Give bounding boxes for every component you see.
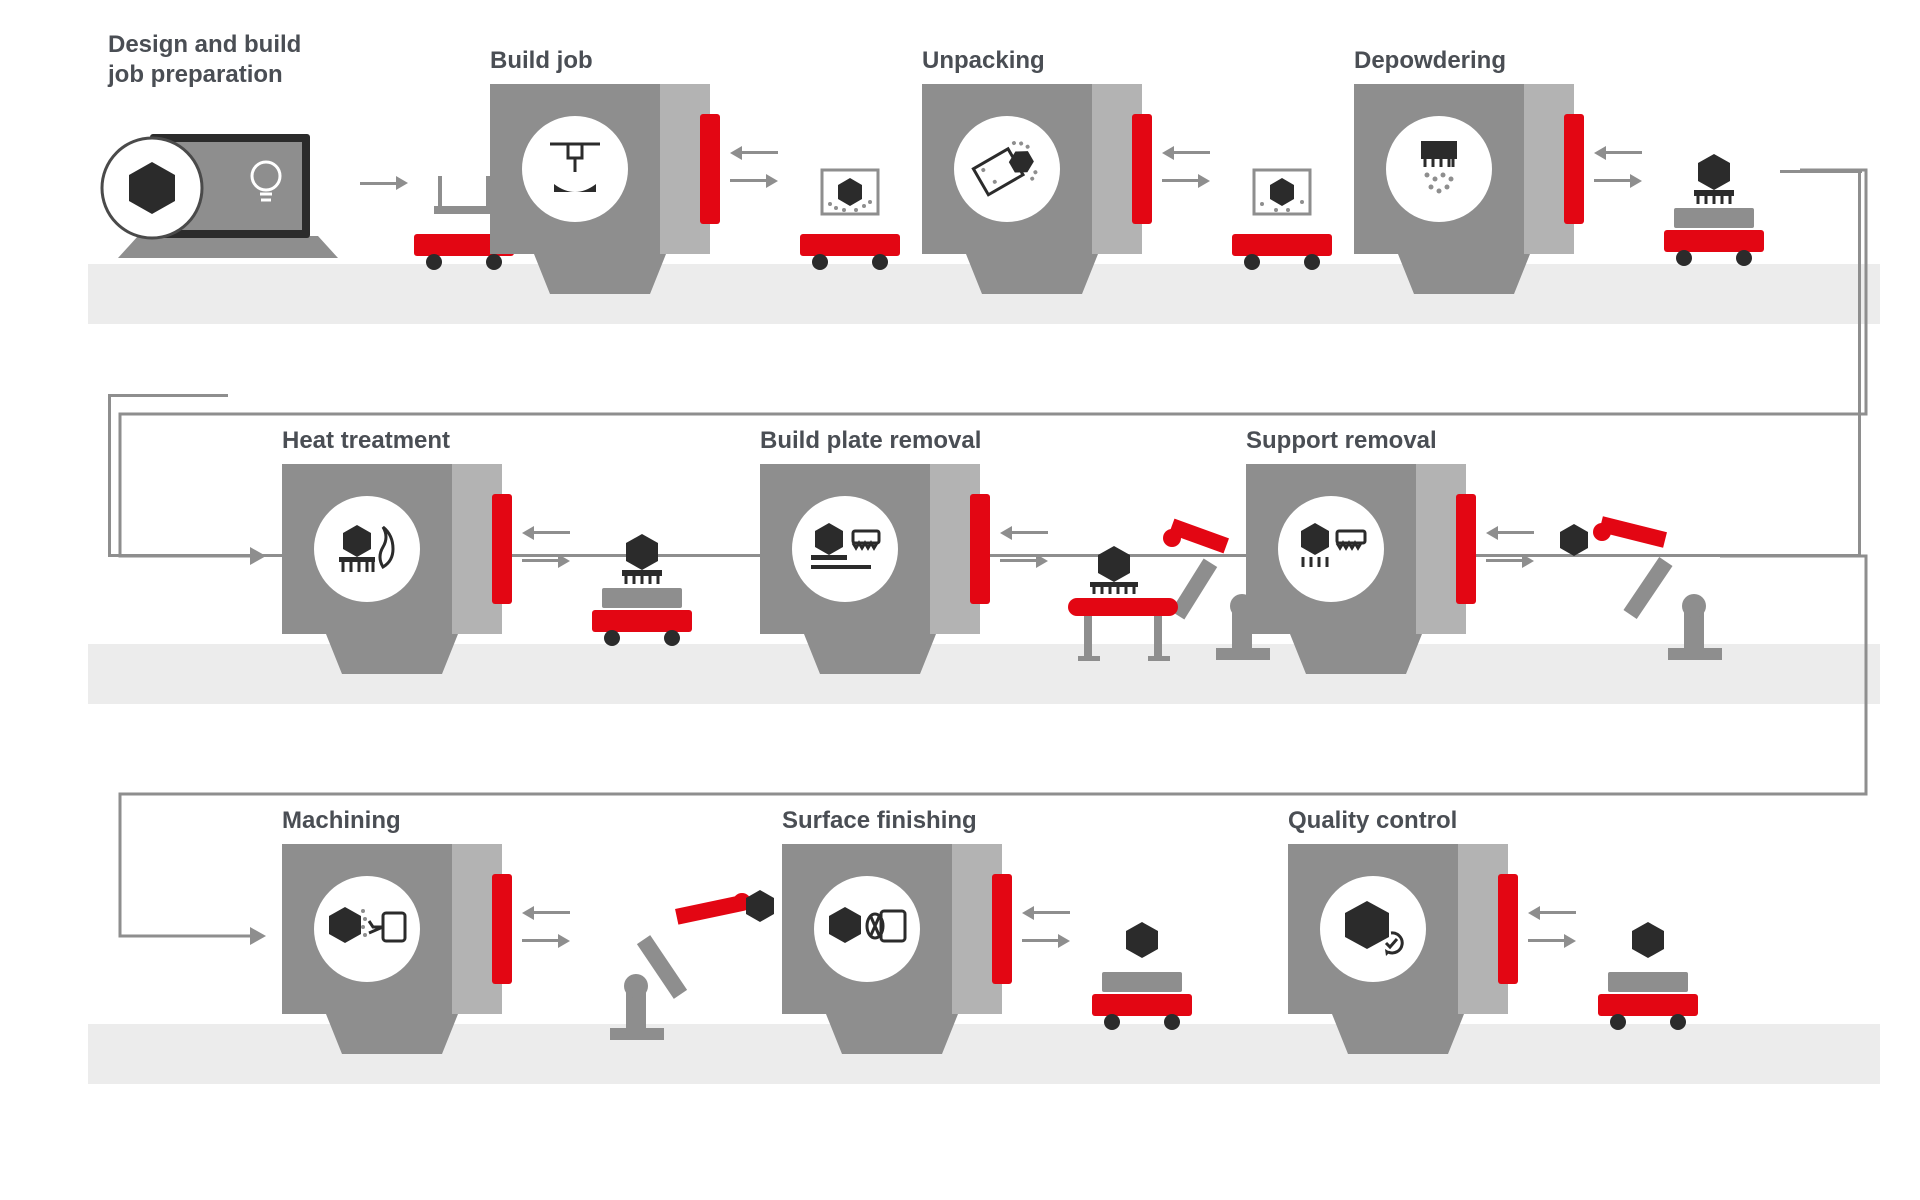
laptop-design-icon <box>98 96 358 276</box>
cart-depowder <box>1664 164 1764 264</box>
machining-icon <box>325 895 409 963</box>
connector-r1-entry-down <box>108 394 111 557</box>
label-machining: Machining <box>282 806 401 836</box>
cart-heat <box>592 544 692 644</box>
connector-r0-right <box>1780 170 1862 173</box>
robot-support-icon <box>1548 498 1748 678</box>
depowder-icon <box>1403 133 1475 205</box>
cart-surface <box>1092 928 1192 1028</box>
label-qc: Quality control <box>1288 806 1457 836</box>
connector-r1-entry-h <box>108 394 228 397</box>
cart-build <box>800 168 900 268</box>
finishing-icon <box>825 897 909 961</box>
label-build: Build job <box>490 46 593 76</box>
label-unpack: Unpacking <box>922 46 1045 76</box>
label-plate: Build plate removal <box>760 426 981 456</box>
label-surface: Surface finishing <box>782 806 977 836</box>
label-heat: Heat treatment <box>282 426 450 456</box>
cart-qc <box>1598 928 1698 1028</box>
label-depowder: Depowdering <box>1354 46 1506 76</box>
robot-machining-icon <box>584 878 784 1058</box>
printer-build-icon <box>540 134 610 204</box>
label-design: Design and build job preparation <box>108 30 301 90</box>
label-support: Support removal <box>1246 426 1437 456</box>
unpacking-icon <box>968 130 1046 208</box>
cart-unpack <box>1232 168 1332 268</box>
saw-support-icon <box>1291 513 1371 585</box>
heat-icon <box>329 511 405 587</box>
connector-r0-down <box>1858 170 1861 556</box>
saw-plate-icon <box>805 513 885 585</box>
qc-check-icon <box>1333 893 1413 965</box>
